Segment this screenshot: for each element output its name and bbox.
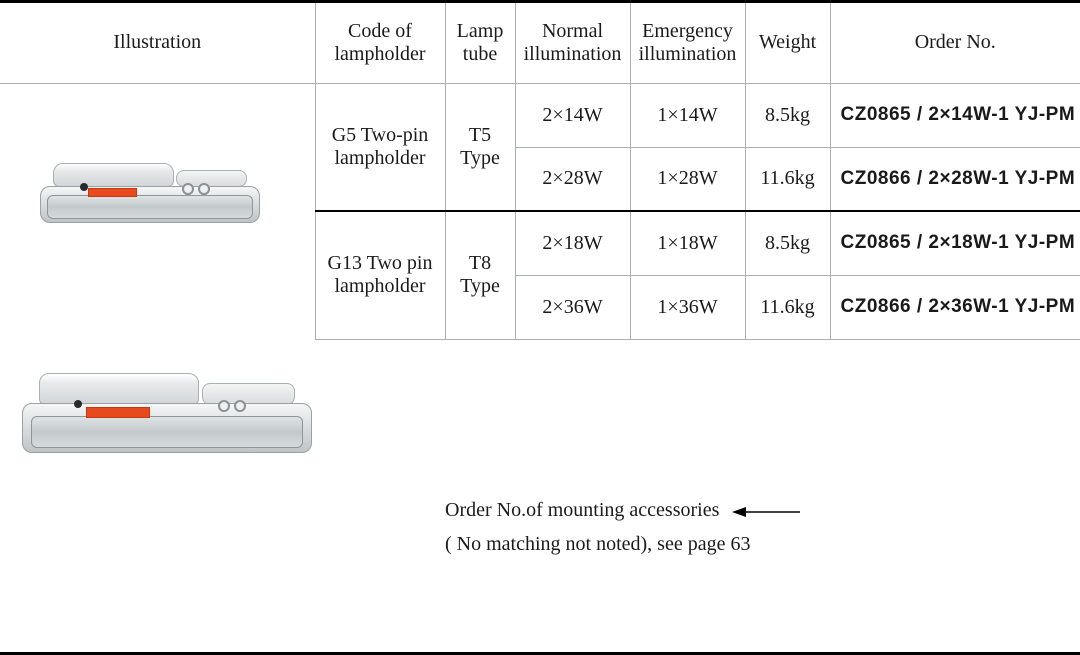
cell-emergency: 1×14W (630, 83, 745, 147)
cell-weight: 11.6kg (745, 147, 830, 211)
cell-order: CZ0866 / 2×28W-1 YJ-PM (830, 147, 1080, 211)
note-text-1: Order No.of mounting accessories (445, 499, 719, 521)
cell-normal: 2×28W (515, 147, 630, 211)
lamp-illustration-long (22, 373, 312, 453)
note-line-1: Order No.of mounting accessories (445, 493, 802, 527)
cell-normal: 2×36W (515, 275, 630, 339)
cell-order: CZ0866 / 2×36W-1 YJ-PM (830, 275, 1080, 339)
header-normal: Normal illumination (515, 3, 630, 83)
document-frame: Illustration Code of lampholder Lamp tub… (0, 0, 1080, 655)
lamp-housing-top (39, 373, 199, 405)
lamp-lens (47, 195, 254, 219)
cell-code: G13 Two pin lampholder (315, 211, 445, 339)
lamp-housing-top (53, 163, 174, 187)
note-line-2: ( No matching not noted), see page 63 (445, 527, 802, 561)
lamp-ports (218, 399, 248, 413)
lamp-illustration-short (40, 163, 260, 223)
cell-weight: 8.5kg (745, 83, 830, 147)
lamp-housing-top-right (202, 383, 295, 405)
cell-weight: 11.6kg (745, 275, 830, 339)
table-row: G5 Two-pin lampholder T5 Type 2×14W 1×14… (0, 83, 1080, 147)
header-illustration: Illustration (0, 3, 315, 83)
cell-weight: 8.5kg (745, 211, 830, 275)
cell-normal: 2×18W (515, 211, 630, 275)
lamp-ports (182, 182, 212, 196)
cell-code: G5 Two-pin lampholder (315, 83, 445, 211)
header-tube: Lamp tube (445, 3, 515, 83)
cell-order: CZ0865 / 2×14W-1 YJ-PM (830, 83, 1080, 147)
lamp-red-label (86, 407, 150, 418)
cell-tube: T5 Type (445, 83, 515, 211)
header-weight: Weight (745, 3, 830, 83)
cell-order: CZ0865 / 2×18W-1 YJ-PM (830, 211, 1080, 275)
header-emergency: Emergency illumination (630, 3, 745, 83)
arrow-left-icon (732, 494, 802, 528)
header-row: Illustration Code of lampholder Lamp tub… (0, 3, 1080, 83)
cell-emergency: 1×18W (630, 211, 745, 275)
lamp-knob-icon (80, 183, 88, 191)
cell-emergency: 1×36W (630, 275, 745, 339)
cell-tube: T8 Type (445, 211, 515, 339)
header-order: Order No. (830, 3, 1080, 83)
mounting-note: Order No.of mounting accessories ( No ma… (445, 493, 802, 561)
cell-emergency: 1×28W (630, 147, 745, 211)
cell-normal: 2×14W (515, 83, 630, 147)
lamp-red-label (88, 188, 136, 196)
header-code: Code of lampholder (315, 3, 445, 83)
lamp-lens (31, 416, 304, 448)
